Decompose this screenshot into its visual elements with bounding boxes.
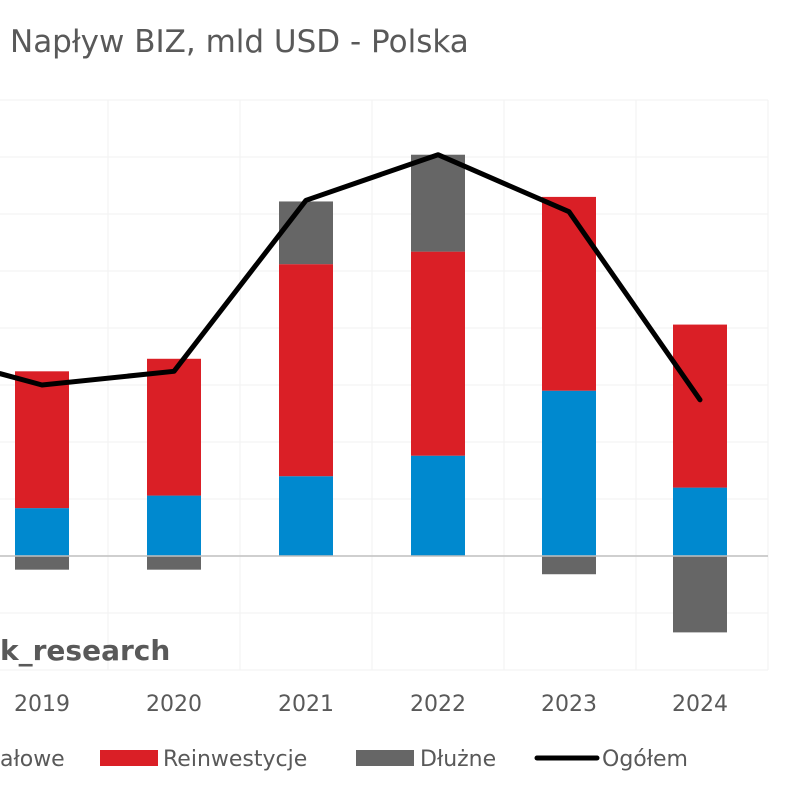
bar-dłużne-2019 (15, 556, 69, 570)
bar-reinwestycje-2020 (147, 358, 201, 496)
legend-label: Ogółem (602, 747, 688, 772)
bar-kapitałowe-2024 (673, 487, 727, 556)
bar-reinwestycje-2019 (15, 371, 69, 509)
x-tick-label: 2020 (146, 692, 202, 717)
bar-dłużne-2020 (147, 556, 201, 570)
total-line-layer (0, 152, 703, 403)
bar-kapitałowe-2019 (15, 508, 69, 556)
bar-kapitałowe-2021 (279, 476, 333, 556)
x-tick-label: 2019 (14, 692, 70, 717)
legend: ałowe Reinwestycje Dłużne Ogółem (0, 747, 688, 772)
bar-kapitałowe-2023 (542, 390, 596, 556)
bar-dłużne-2021 (279, 201, 333, 265)
bars (15, 154, 727, 633)
x-tick-label: 2023 (541, 692, 597, 717)
bar-kapitałowe-2022 (411, 455, 465, 556)
bar-dłużne-2024 (673, 556, 727, 633)
bar-reinwestycje-2022 (411, 251, 465, 456)
legend-swatch (100, 750, 158, 766)
x-axis-ticks: 2019 2020 2021 2022 2023 2024 (14, 692, 728, 717)
x-tick-label: 2021 (278, 692, 334, 717)
bar-dłużne-2023 (542, 556, 596, 575)
bar-reinwestycje-2024 (673, 324, 727, 488)
watermark: k_research (0, 634, 170, 667)
bar-dłużne-2022 (411, 154, 465, 252)
x-tick-label: 2024 (672, 692, 728, 717)
gridlines (0, 99, 769, 671)
legend-label: Reinwestycje (163, 747, 307, 772)
legend-label: Dłużne (420, 747, 496, 772)
bar-kapitałowe-2020 (147, 495, 201, 556)
legend-swatch (356, 750, 414, 766)
x-tick-label: 2022 (410, 692, 466, 717)
bar-reinwestycje-2023 (542, 196, 596, 391)
legend-label: ałowe (0, 747, 65, 772)
chart-title: Napływ BIZ, mld USD - Polska (10, 24, 469, 60)
bar-reinwestycje-2021 (279, 264, 333, 477)
